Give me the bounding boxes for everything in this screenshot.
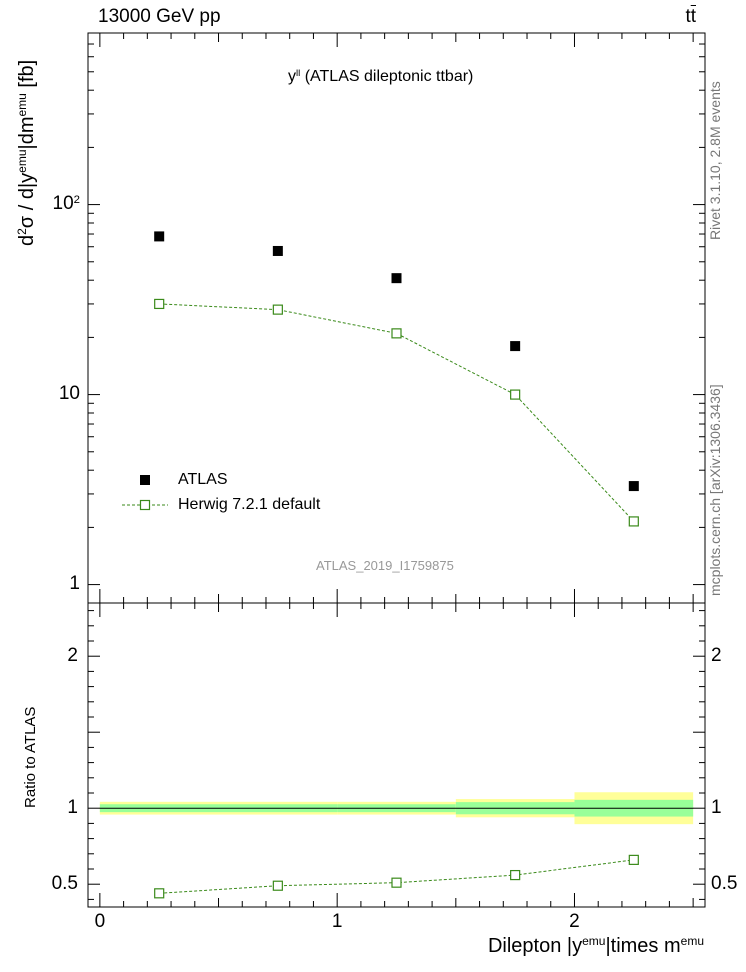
atlas-marker <box>272 245 283 256</box>
legend-marker-herwig <box>139 499 151 511</box>
atlas-marker <box>628 481 639 492</box>
ratio-ytick-label: 0.5 <box>51 872 78 894</box>
ratio-herwig-line <box>159 859 634 894</box>
title-symbol: y <box>288 68 296 85</box>
ylabel-part: σ / d|y <box>16 172 38 229</box>
herwig-marker <box>391 328 402 339</box>
xlabel-sup: emu <box>680 934 704 949</box>
mcplots-label: mcplots.cern.ch [arXiv:1306.3436] <box>707 384 723 596</box>
xtick-label: 1 <box>331 910 343 932</box>
legend <box>122 475 168 511</box>
herwig-marker <box>628 516 639 527</box>
ratio-ytick-label: 2 <box>67 644 78 666</box>
ratio-uncertainty-bands <box>99 792 694 825</box>
atlas-marker <box>391 273 402 284</box>
herwig-line <box>159 303 635 522</box>
top-ytick-label: 10 <box>58 383 80 405</box>
title-text: (ATLAS dileptonic ttbar) <box>304 68 474 85</box>
xlabel-part: Dilepton |y <box>487 935 583 957</box>
ylabel-sup: emu <box>15 149 30 173</box>
top-ytick-label: 102 <box>52 193 80 215</box>
series-markers <box>154 231 639 899</box>
ratio-ylabel: Ratio to ATLAS <box>22 706 39 808</box>
process-text: tt <box>685 6 696 27</box>
legend-label-atlas: ATLAS <box>178 471 228 488</box>
ratio-herwig-marker <box>510 869 521 881</box>
ratio-herwig-marker <box>272 880 283 891</box>
ratio-ytick-label-right: 1 <box>711 796 722 818</box>
ratio-ytick-label-right: 2 <box>711 644 722 666</box>
ylabel-part: |dm <box>16 116 38 150</box>
energy-label: 13000 GeV pp <box>98 6 221 27</box>
ratio-herwig-marker <box>628 854 639 865</box>
herwig-marker <box>272 304 283 315</box>
atlas-marker <box>154 231 165 242</box>
main-title: yll (ATLAS dileptonic ttbar) <box>288 68 473 86</box>
top-panel-frame <box>87 32 706 604</box>
analysis-watermark: ATLAS_2019_I1759875 <box>316 558 454 573</box>
xlabel-part: |times m <box>605 935 681 957</box>
top-quark-symbol: t <box>685 6 691 27</box>
ratio-herwig-marker <box>391 877 402 888</box>
xlabel-sup: emu <box>582 934 606 949</box>
plot-frames <box>87 32 706 908</box>
ylabel-part: [fb] <box>16 59 38 94</box>
herwig-marker <box>154 298 165 310</box>
xlabel: Dilepton |yemu|times memu <box>487 934 704 958</box>
ylabel-sup: emu <box>15 93 30 117</box>
legend-label-herwig: Herwig 7.2.1 default <box>178 496 321 513</box>
ratio-ytick-label-right: 0.5 <box>711 872 738 894</box>
ratio-panel-frame <box>87 602 706 908</box>
process-label: tt <box>685 6 696 28</box>
rivet-version-label: Rivet 3.1.10, 2.8M events <box>707 81 723 240</box>
ylabel-sup: 2 <box>15 228 30 235</box>
herwig-marker <box>510 389 521 400</box>
ratio-herwig-marker <box>154 888 165 899</box>
antitop-quark-symbol: t <box>690 6 696 27</box>
xtick-label: 2 <box>569 910 580 932</box>
legend-marker-atlas <box>140 475 150 485</box>
title-superscript: ll <box>296 67 301 79</box>
top-ytick-label: 1 <box>69 573 80 595</box>
axis-ticks <box>88 32 705 907</box>
top-ytick-label-sup: 2 <box>73 193 80 206</box>
top-ylabel: d2σ / d|yemu|dmemu [fb] <box>15 59 39 246</box>
xtick-label: 0 <box>94 910 106 932</box>
ylabel-part: d <box>16 234 38 246</box>
ratio-ytick-label: 1 <box>67 796 78 818</box>
atlas-marker <box>510 341 521 352</box>
